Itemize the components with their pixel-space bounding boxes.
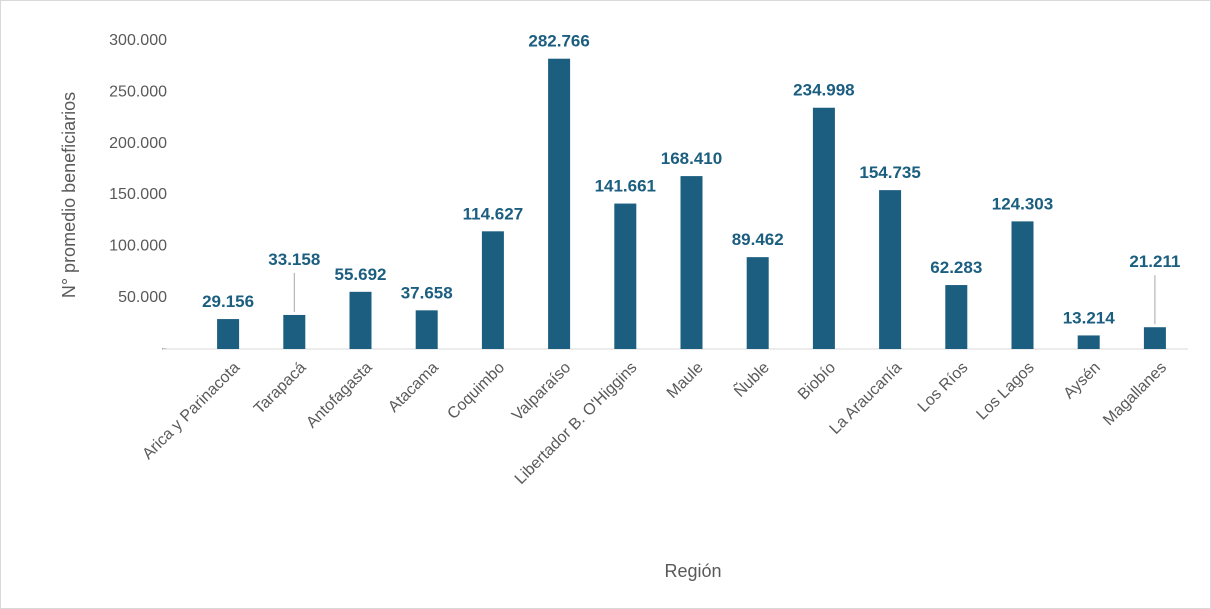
value-label: 37.658	[401, 283, 453, 302]
value-label: 89.462	[732, 230, 784, 249]
bar	[812, 107, 835, 350]
bar	[1011, 221, 1034, 349]
value-label: 55.692	[335, 265, 387, 284]
y-axis-title: N° promedio beneficiarios	[59, 92, 79, 298]
y-tick-label: 200.000	[109, 135, 167, 152]
value-label: 114.627	[463, 204, 524, 223]
bar	[217, 319, 240, 349]
value-label: 124.303	[992, 194, 1053, 213]
bar	[349, 291, 372, 349]
value-label: 154.735	[859, 163, 920, 182]
value-label: 282.766	[528, 32, 589, 51]
bar	[481, 231, 504, 349]
bar	[1143, 327, 1166, 349]
bar	[283, 314, 306, 349]
y-tick-label: 100.000	[109, 238, 167, 255]
bar	[879, 190, 902, 349]
value-label: 21.211	[1129, 252, 1180, 271]
y-tick-label: 50.000	[118, 289, 167, 306]
value-label: 234.998	[793, 81, 854, 100]
bar	[415, 310, 438, 349]
y-tick-label: 150.000	[109, 186, 167, 203]
bar	[680, 176, 703, 349]
bar	[1077, 335, 1100, 349]
value-label: 141.661	[595, 177, 656, 196]
value-label: 29.156	[202, 292, 254, 311]
y-tick-label: 250.000	[109, 84, 167, 101]
x-axis-title: Región	[664, 561, 721, 581]
bar	[746, 257, 769, 349]
bar	[945, 285, 968, 349]
value-label: 13.214	[1063, 308, 1116, 327]
value-label: 33.158	[268, 250, 320, 269]
y-tick-label: 300.000	[109, 32, 167, 49]
bar	[548, 58, 571, 349]
bar	[614, 203, 637, 349]
value-label: 168.410	[661, 149, 722, 168]
value-label: 62.283	[930, 258, 982, 277]
